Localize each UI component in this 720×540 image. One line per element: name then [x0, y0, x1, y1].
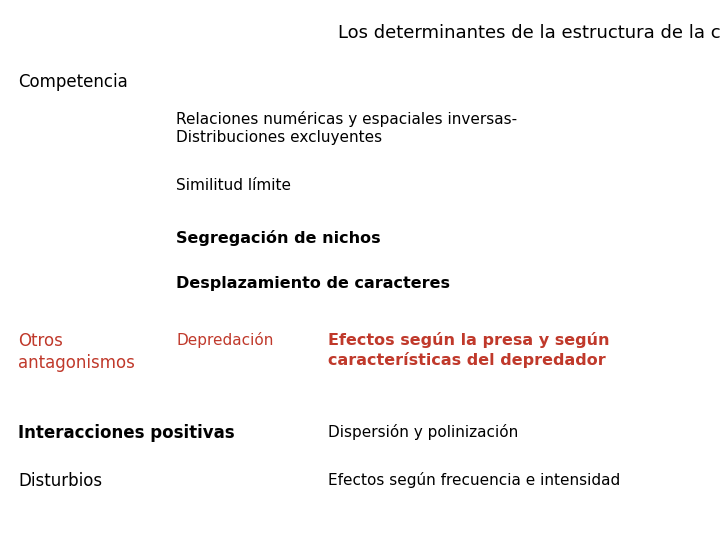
Text: Efectos según la presa y según
características del depredador: Efectos según la presa y según caracterí… [328, 332, 609, 368]
Text: Relaciones numéricas y espaciales inversas-
Distribuciones excluyentes: Relaciones numéricas y espaciales invers… [176, 111, 518, 145]
Text: Dispersión y polinización: Dispersión y polinización [328, 424, 518, 440]
Text: Competencia: Competencia [18, 73, 127, 91]
Text: Desplazamiento de caracteres: Desplazamiento de caracteres [176, 276, 451, 292]
Text: Efectos según frecuencia e intensidad: Efectos según frecuencia e intensidad [328, 472, 620, 489]
Text: Disturbios: Disturbios [18, 472, 102, 490]
Text: Depredación: Depredación [176, 332, 274, 348]
Text: Los determinantes de la estructura de la comunidad: Los determinantes de la estructura de la… [338, 24, 720, 42]
Text: Otros
antagonismos: Otros antagonismos [18, 332, 135, 372]
Text: Similitud límite: Similitud límite [176, 178, 292, 193]
Text: Interacciones positivas: Interacciones positivas [18, 424, 235, 442]
Text: Segregación de nichos: Segregación de nichos [176, 230, 381, 246]
